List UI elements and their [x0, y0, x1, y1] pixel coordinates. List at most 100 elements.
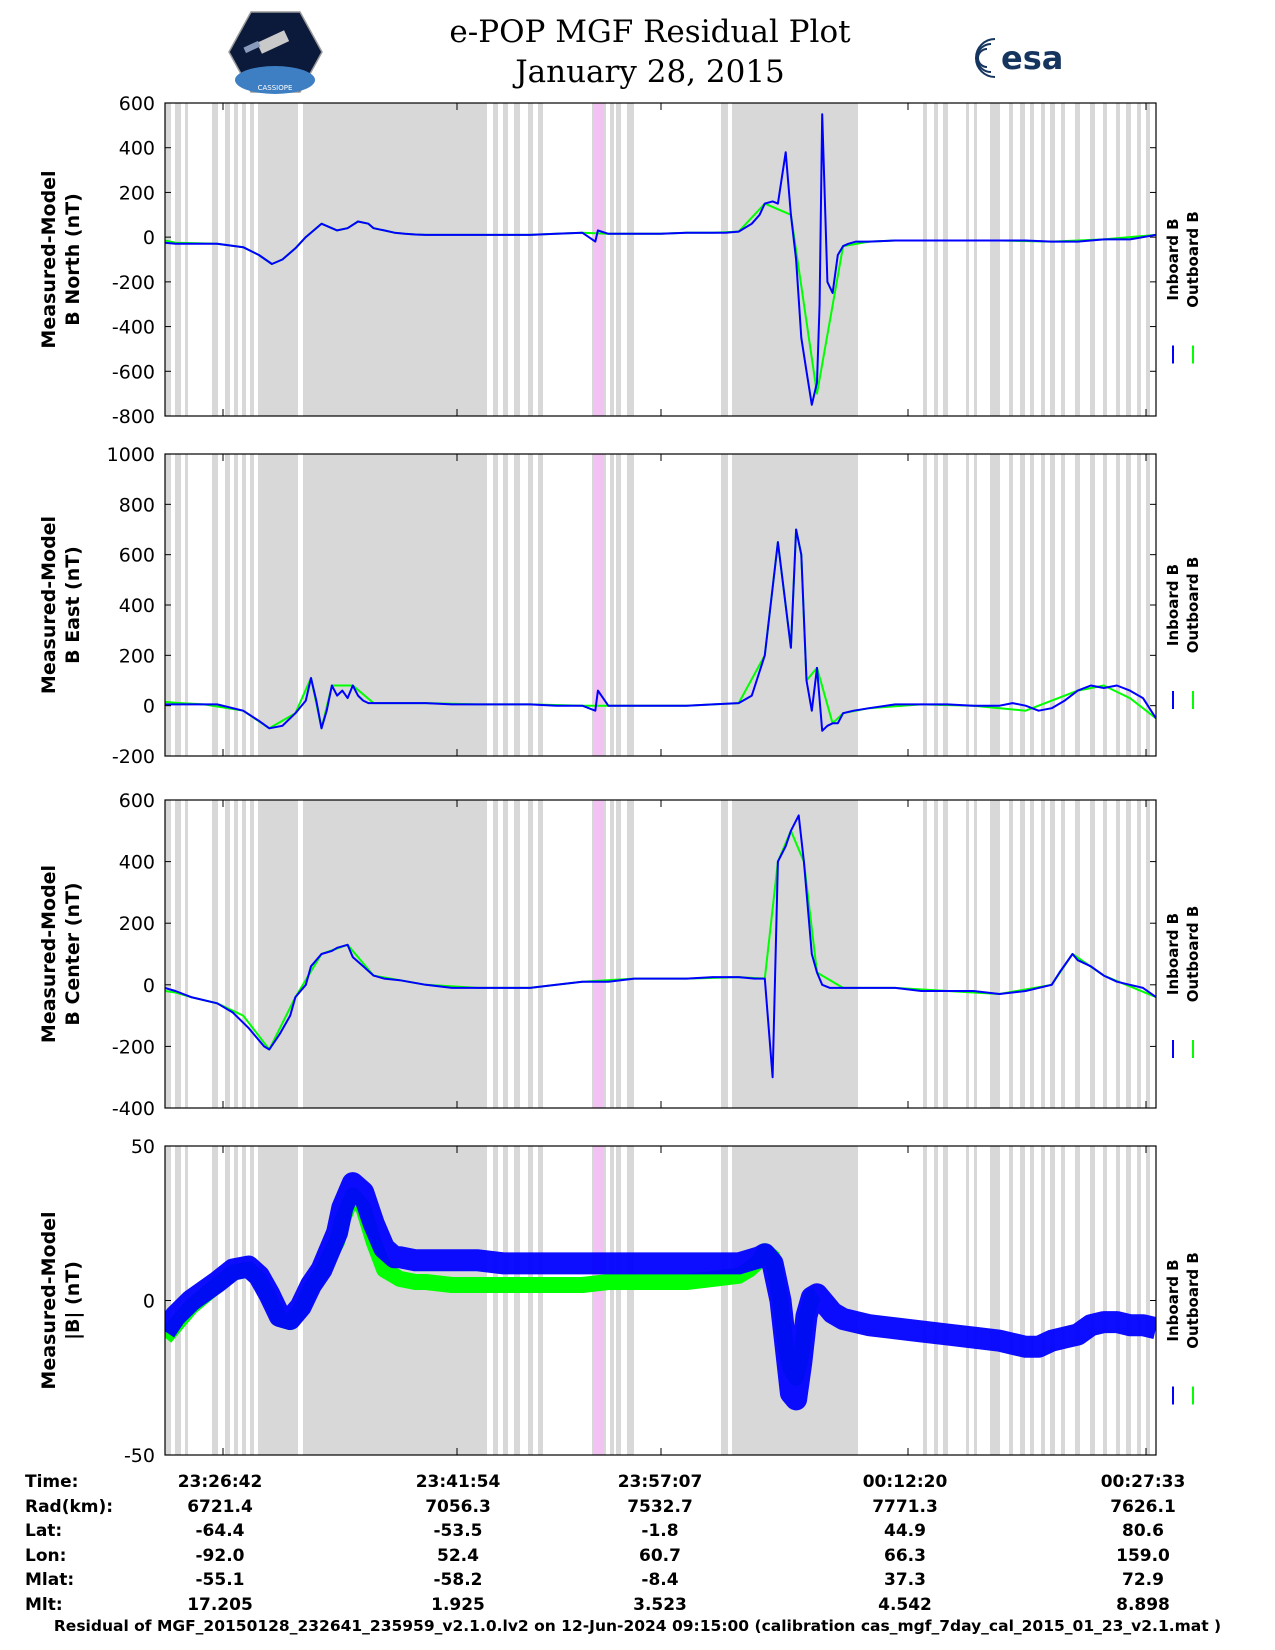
data-gap-band: [1090, 1146, 1095, 1455]
data-gap-band: [934, 454, 938, 756]
data-gap-band: [225, 454, 230, 756]
panel-3: 600 400 200 0 -200 -400 Measured-Model B Center…: [38, 790, 1202, 1120]
data-gap-band: [1090, 454, 1095, 756]
data-gap-band: [1103, 800, 1107, 1108]
legend-entry: Outboard B: [1184, 1252, 1202, 1349]
y-tick-label: 200: [119, 182, 155, 204]
data-gap-band: [1146, 1146, 1150, 1455]
y-tick-label: 400: [119, 595, 155, 617]
data-gap-band: [212, 454, 218, 756]
data-gap-band: [990, 1146, 1000, 1455]
data-gap-band: [234, 800, 238, 1108]
data-gap-band: [966, 454, 969, 756]
data-gap-band: [966, 800, 969, 1108]
data-gap-band: [493, 103, 498, 416]
data-gap-band: [934, 800, 938, 1108]
plot-date: January 28, 2015: [515, 54, 785, 90]
ephemeris-value: 80.6: [1122, 1521, 1164, 1541]
data-gap-band: [721, 103, 728, 416]
data-gap-band: [923, 454, 927, 756]
data-gap-band: [1126, 800, 1131, 1108]
data-gap-band: [990, 103, 1000, 416]
y-axis-label: |B| (nT): [62, 1261, 84, 1340]
y-tick-label: 0: [143, 696, 155, 718]
y-tick-label: -400: [112, 317, 155, 339]
data-gap-band: [212, 800, 218, 1108]
ephemeris-value: -8.4: [641, 1570, 679, 1590]
data-gap-band: [923, 1146, 927, 1455]
data-gap-band: [974, 800, 977, 1108]
data-gap-band: [732, 800, 858, 1108]
legend-entry: Inboard B: [1164, 913, 1182, 995]
y-tick-label: -200: [112, 746, 155, 768]
ephemeris-label: Mlt:: [25, 1594, 63, 1615]
ephemeris-value: 37.3: [884, 1570, 926, 1590]
data-gap-band: [1009, 454, 1013, 756]
data-gap-band: [503, 103, 508, 416]
data-gap-band: [514, 1146, 520, 1455]
highlight-band: [593, 103, 604, 416]
data-gap-band: [1020, 1146, 1025, 1455]
data-gap-band: [1020, 800, 1025, 1108]
residual-chart: 600 400 200 0 -200 -400 -600 -800 Measured-Model…: [38, 93, 1202, 1467]
data-gap-band: [1103, 454, 1107, 756]
data-gap-band: [1009, 800, 1013, 1108]
data-gap-band: [175, 800, 181, 1108]
ephemeris-value: 7056.3: [425, 1496, 491, 1517]
ephemeris-value: -1.8: [641, 1521, 679, 1541]
ephemeris-label: Mlat:: [25, 1570, 75, 1590]
footer-caption: Residual of MGF_20150128_232641_235959_v…: [53, 1617, 1222, 1635]
data-gap-band: [514, 103, 520, 416]
data-gap-band: [1041, 1146, 1045, 1455]
data-gap-band: [966, 103, 969, 416]
data-gap-band: [610, 454, 614, 756]
data-gap-band: [225, 1146, 230, 1455]
data-gap-band: [493, 800, 498, 1108]
data-gap-band: [528, 1146, 533, 1455]
ephemeris-label: Rad(km):: [25, 1496, 114, 1517]
data-gap-band: [1090, 103, 1095, 416]
ephemeris-value: 00:27:33: [1100, 1472, 1186, 1492]
highlight-band: [593, 800, 604, 1108]
data-gap-band: [303, 1146, 487, 1455]
y-tick-label: -400: [112, 1098, 155, 1120]
data-gap-band: [732, 103, 858, 416]
data-gap-band: [1146, 800, 1150, 1108]
data-gap-band: [1041, 454, 1045, 756]
panel-1: 600 400 200 0 -200 -400 -600 -800 Measured-Model…: [38, 93, 1202, 428]
data-gap-band: [528, 800, 533, 1108]
ephemeris-value: 23:26:42: [177, 1472, 263, 1492]
ephemeris-label: Lat:: [25, 1521, 63, 1541]
data-gap-band: [990, 454, 1000, 756]
data-gap-band: [185, 103, 188, 416]
data-gap-band: [225, 103, 230, 416]
data-gap-band: [1061, 800, 1065, 1108]
data-gap-band: [1050, 454, 1055, 756]
data-gap-band: [234, 1146, 238, 1455]
y-axis-label: B East (nT): [62, 546, 84, 664]
data-gap-band: [603, 800, 606, 1108]
svg-text:esa: esa: [1001, 39, 1063, 77]
y-tick-label: 400: [119, 852, 155, 874]
ephemeris-value: 6721.4: [187, 1496, 253, 1517]
data-gap-band: [1126, 1146, 1131, 1455]
inboard-series-line: [165, 528, 1156, 732]
data-gap-band: [1030, 454, 1034, 756]
y-tick-label: 0: [143, 1291, 155, 1313]
data-gap-band: [1126, 103, 1131, 416]
cassiope-logo: CASSIOPE: [228, 11, 323, 94]
data-gap-band: [1020, 103, 1025, 416]
data-gap-band: [1030, 800, 1034, 1108]
data-gap-band: [250, 103, 254, 416]
ephemeris-value: -55.1: [195, 1570, 245, 1590]
data-gap-band: [528, 454, 533, 756]
data-gap-band: [1103, 1146, 1107, 1455]
data-gap-band: [974, 1146, 977, 1455]
data-gap-band: [242, 1146, 246, 1455]
inboard-series-line: [165, 814, 1156, 1079]
legend-entry: Outboard B: [1184, 211, 1202, 308]
data-gap-band: [234, 103, 238, 416]
data-gap-band: [732, 454, 858, 756]
data-gap-band: [185, 800, 188, 1108]
data-gap-band: [1137, 454, 1141, 756]
